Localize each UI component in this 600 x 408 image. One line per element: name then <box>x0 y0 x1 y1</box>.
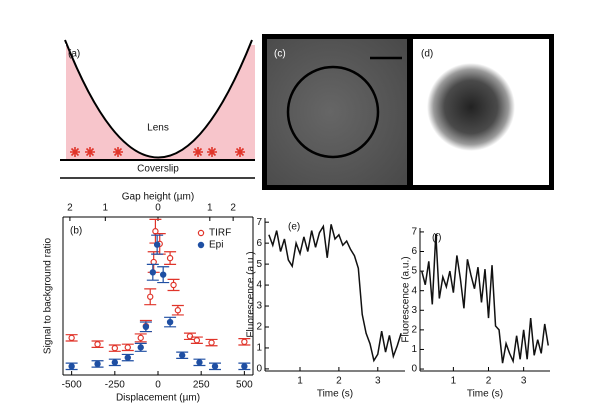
y-tick-label: 7 <box>411 227 417 238</box>
marker <box>68 363 75 370</box>
x-axis-label: Displacement (µm) <box>116 393 200 404</box>
y-tick-label: 3 <box>411 305 417 316</box>
x-axis-label: Time (s) <box>317 389 353 400</box>
x-tick-label: -500 <box>62 380 82 391</box>
marker <box>94 360 101 368</box>
marker <box>137 344 144 351</box>
marker <box>208 339 215 346</box>
x2-tick-label: 1 <box>103 203 109 214</box>
y-tick-label: 2 <box>256 322 262 333</box>
x-tick-label: -250 <box>105 380 125 391</box>
legend-label: Epi <box>209 240 223 251</box>
marker <box>142 323 150 331</box>
image-panels: (c) (d) <box>262 34 554 190</box>
diagram-panel: (a) Lens Coverslip <box>60 39 255 179</box>
y-tick-label: 4 <box>411 285 417 296</box>
margin <box>60 44 66 160</box>
marker <box>174 307 182 314</box>
marker <box>149 269 157 276</box>
marker <box>170 281 177 289</box>
marker <box>124 354 131 361</box>
x2-tick-label: 1 <box>207 203 213 214</box>
panel-label: (b) <box>70 226 82 237</box>
x-tick-label: 0 <box>155 380 161 391</box>
x-tick-label: 2 <box>336 376 342 387</box>
legend-label: TIRF <box>209 228 231 239</box>
y-tick-label: 3 <box>256 301 262 312</box>
marker <box>193 337 201 344</box>
x-tick-label: 3 <box>375 376 381 387</box>
marker <box>166 254 174 262</box>
marker <box>68 334 75 342</box>
x-axis-label: Time (s) <box>467 389 503 400</box>
fluorophores <box>70 147 245 157</box>
marker <box>111 344 119 352</box>
panel-label: (e) <box>288 222 300 233</box>
y-axis-label: Fluorescence (a.u.) <box>246 251 257 337</box>
y-tick-label: 6 <box>411 246 417 257</box>
tirf-image <box>267 39 407 185</box>
y-axis-label: Fluorescence (a.u.) <box>401 256 412 342</box>
x2-axis-label: Gap height (µm) <box>122 192 194 203</box>
coverslip-label: Coverslip <box>137 164 179 175</box>
x-tick-label: 1 <box>297 376 303 387</box>
legend-marker <box>197 229 205 237</box>
cell-blur <box>427 63 515 151</box>
line <box>268 224 402 363</box>
marker <box>94 340 101 348</box>
y-tick-label: 0 <box>411 364 417 375</box>
lens-outline <box>64 39 253 159</box>
y-tick-label: 5 <box>411 266 417 277</box>
line <box>421 233 549 364</box>
marker <box>178 352 186 359</box>
y-tick-label: 5 <box>256 259 262 270</box>
y-tick-label: 4 <box>256 280 262 291</box>
y-tick-label: 1 <box>411 344 417 355</box>
x-tick-label: 250 <box>193 380 210 391</box>
marker <box>241 338 248 346</box>
marker <box>211 363 219 370</box>
x-tick-label: 2 <box>486 376 492 387</box>
x-tick-label: 3 <box>521 376 527 387</box>
cell-outline <box>286 65 380 159</box>
x-tick-label: 1 <box>451 376 457 387</box>
y-tick-label: 2 <box>411 325 417 336</box>
panel-label: (a) <box>68 49 80 60</box>
x2-tick-label: 2 <box>230 203 236 214</box>
marker <box>196 359 203 366</box>
y-tick-label: 7 <box>256 217 262 228</box>
y-tick-label: 6 <box>256 238 262 249</box>
legend-marker <box>197 241 205 249</box>
y-tick-label: 1 <box>256 343 262 354</box>
marker <box>111 359 119 366</box>
marker <box>186 333 194 340</box>
marker <box>153 241 161 248</box>
y-axis-label: Signal to background ratio <box>43 237 54 354</box>
marker <box>124 344 131 351</box>
panel-label: (c) <box>274 49 286 60</box>
x2-tick-label: 0 <box>155 203 161 214</box>
marker <box>159 271 167 278</box>
y-tick-label: 0 <box>256 364 262 375</box>
x2-tick-label: 2 <box>67 203 73 214</box>
panel-label: (d) <box>421 49 433 60</box>
marker <box>147 293 154 300</box>
marker <box>166 318 174 326</box>
marker <box>137 334 144 342</box>
lens-label: Lens <box>147 123 169 134</box>
marker <box>241 363 248 370</box>
x-tick-label: 500 <box>236 380 253 391</box>
